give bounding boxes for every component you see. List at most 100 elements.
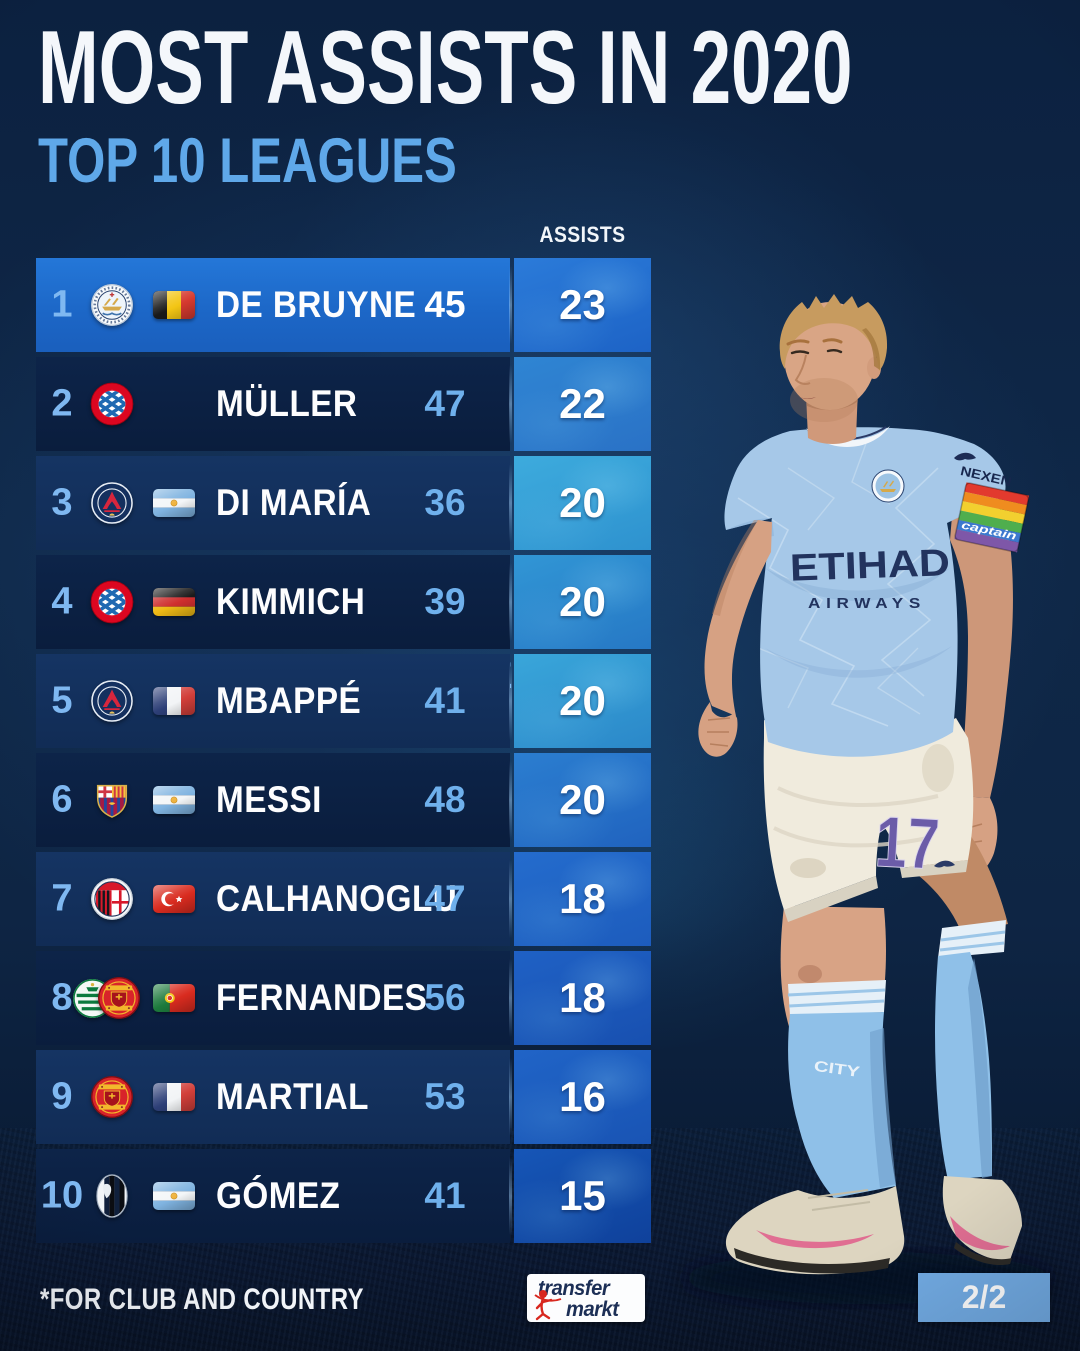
assists-value: 15 bbox=[559, 1172, 606, 1219]
table-row-band: 6 MESSI 48 bbox=[36, 753, 510, 847]
argentina-flag-icon bbox=[153, 786, 195, 814]
portugal-flag-icon bbox=[153, 984, 195, 1012]
club-crest bbox=[90, 1075, 134, 1119]
country-flag bbox=[153, 786, 195, 814]
player-name: FERNANDES bbox=[216, 977, 428, 1018]
assists-value-box: 16 bbox=[509, 1050, 651, 1144]
assists-value-box: 22 bbox=[509, 357, 651, 451]
table-row-band: 5 MBAPPÉ 41 bbox=[36, 654, 510, 748]
club-crest bbox=[90, 580, 134, 624]
table-row-band: 7 CALHANOGLU 47 bbox=[36, 852, 510, 946]
assists-value: 20 bbox=[559, 479, 606, 526]
assists-value: 20 bbox=[559, 677, 606, 724]
rank-label: 2 bbox=[51, 382, 73, 425]
assists-value: 22 bbox=[559, 380, 606, 427]
transfermarkt-logo: transfer markt bbox=[527, 1274, 645, 1322]
france-flag-icon bbox=[153, 687, 195, 715]
psg-crest-icon bbox=[91, 680, 133, 722]
table-row-band: 8 FERNANDES 56 bbox=[36, 951, 510, 1045]
table-row: 3 DI MARÍA 36 20 bbox=[0, 456, 1080, 550]
table-row: 10 GÓMEZ 41 15 bbox=[0, 1149, 1080, 1243]
argentina-flag-icon bbox=[153, 1182, 195, 1210]
player-name: MESSI bbox=[216, 779, 322, 820]
player-name: MBAPPÉ bbox=[216, 680, 362, 721]
france-flag-icon bbox=[153, 1083, 195, 1111]
club-crest bbox=[90, 778, 134, 822]
rank-label: 3 bbox=[51, 481, 73, 524]
assists-value-box: 20 bbox=[509, 555, 651, 649]
country-flag bbox=[153, 885, 195, 913]
rank-label: 4 bbox=[51, 580, 73, 623]
games-value: 47 bbox=[424, 878, 466, 919]
games-value: 36 bbox=[424, 482, 466, 523]
games-value: 47 bbox=[424, 383, 466, 424]
assists-value: 20 bbox=[559, 776, 606, 823]
bayern-crest-icon bbox=[90, 382, 134, 426]
games-value: 39 bbox=[424, 581, 466, 622]
club-crest bbox=[90, 679, 134, 723]
games-value: 53 bbox=[424, 1076, 466, 1117]
transfermarkt-logo-line2: markt bbox=[566, 1298, 619, 1321]
rank-label: 5 bbox=[51, 679, 73, 722]
assists-value-box: 18 bbox=[509, 852, 651, 946]
club-crest bbox=[90, 481, 134, 525]
page-subtitle: TOP 10 LEAGUES bbox=[38, 126, 457, 196]
player-name: MARTIAL bbox=[216, 1076, 369, 1117]
rank-label: 7 bbox=[51, 877, 73, 920]
table-row: 2 MÜLLER 47 22 bbox=[0, 357, 1080, 451]
country-flag bbox=[153, 687, 195, 715]
assists-value-box: 18 bbox=[509, 951, 651, 1045]
table-row: 6 MESSI 48 20 bbox=[0, 753, 1080, 847]
argentina-flag-icon bbox=[153, 489, 195, 517]
footnote: *FOR CLUB AND COUNTRY bbox=[40, 1283, 364, 1316]
country-flag bbox=[153, 489, 195, 517]
assists-value-box: 15 bbox=[509, 1149, 651, 1243]
rank-label: 1 bbox=[51, 283, 73, 326]
atalanta-crest-icon bbox=[96, 1174, 128, 1218]
table-row: 5 MBAPPÉ 41 20 bbox=[0, 654, 1080, 748]
rank-label: 9 bbox=[51, 1075, 73, 1118]
player-name: DI MARÍA bbox=[216, 482, 372, 523]
games-value: 45 bbox=[424, 284, 466, 325]
page-indicator: 2/2 bbox=[918, 1273, 1050, 1322]
column-header-assists: ASSISTS bbox=[539, 222, 626, 247]
table-row: 8 FERNANDES 56 18 bbox=[0, 951, 1080, 1045]
games-value: 41 bbox=[424, 680, 466, 721]
rank-label: 6 bbox=[51, 778, 73, 821]
table-row: 4 KIMMICH 39 20 bbox=[0, 555, 1080, 649]
player-name: DE BRUYNE bbox=[216, 284, 417, 325]
country-flag bbox=[153, 984, 195, 1012]
country-flag bbox=[153, 1182, 195, 1210]
assists-value: 16 bbox=[559, 1073, 606, 1120]
germany-flag-icon bbox=[153, 588, 195, 616]
assists-value: 20 bbox=[559, 578, 606, 625]
assists-value-box: 23 bbox=[509, 258, 651, 352]
barcelona-crest-icon bbox=[96, 784, 128, 818]
assists-table: 1 DE BRUYNE 45 23 2 bbox=[0, 258, 1080, 1248]
games-value: 48 bbox=[424, 779, 466, 820]
transfermarkt-figure-icon bbox=[534, 1290, 562, 1321]
country-flag bbox=[153, 1083, 195, 1111]
table-row: 9 MARTIAL 53 16 bbox=[0, 1050, 1080, 1144]
assists-value-box: 20 bbox=[509, 753, 651, 847]
games-value: 56 bbox=[424, 977, 466, 1018]
belgium-flag-icon bbox=[153, 291, 195, 319]
table-row-band: 10 GÓMEZ 41 bbox=[36, 1149, 510, 1243]
manchester-united-crest-icon bbox=[91, 1076, 133, 1118]
assists-value: 18 bbox=[559, 974, 606, 1021]
country-flag bbox=[153, 291, 195, 319]
player-name: MÜLLER bbox=[216, 383, 358, 424]
country-flag bbox=[153, 588, 195, 616]
turkey-flag-icon bbox=[153, 885, 195, 913]
club-crest bbox=[90, 877, 134, 921]
page-title: MOST ASSISTS IN 2020 bbox=[38, 10, 853, 126]
table-row-band: 3 DI MARÍA 36 bbox=[36, 456, 510, 550]
club-crest bbox=[90, 283, 134, 327]
table-row-band: 2 MÜLLER 47 bbox=[36, 357, 510, 451]
club-crest bbox=[90, 1174, 134, 1218]
ac-milan-crest-icon bbox=[91, 878, 133, 920]
bayern-crest-icon bbox=[90, 580, 134, 624]
table-row: 7 CALHANOGLU 47 18 bbox=[0, 852, 1080, 946]
assists-value: 18 bbox=[559, 875, 606, 922]
